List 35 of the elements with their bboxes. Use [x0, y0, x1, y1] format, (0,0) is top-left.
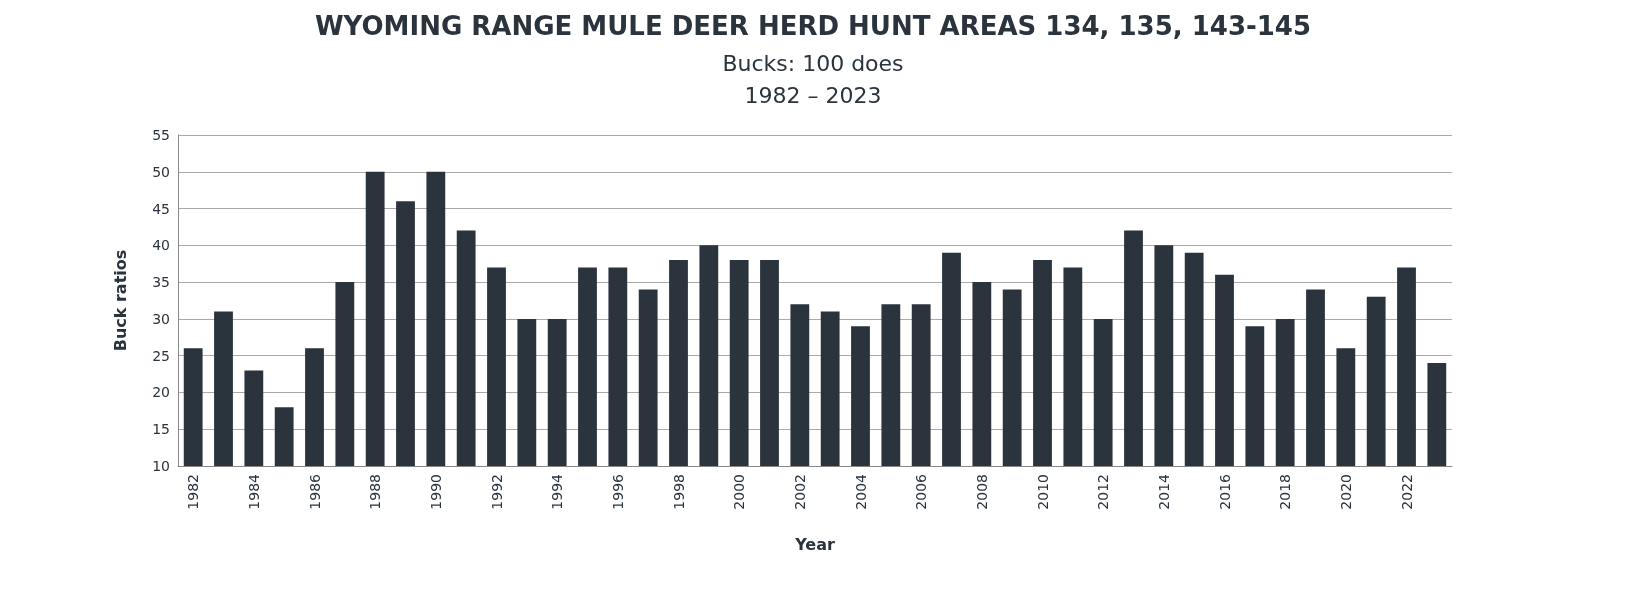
- x-tick-label: 2016: [1216, 473, 1233, 510]
- y-tick-label: 55: [152, 127, 170, 143]
- x-tick-label: 1988: [367, 474, 384, 510]
- x-tick-label: 1994: [549, 473, 566, 510]
- x-tick-label: 1982: [185, 474, 202, 510]
- y-tick-label: 20: [152, 384, 170, 401]
- x-tick-label: 2020: [1337, 474, 1354, 510]
- x-tick-label: 2022: [1398, 474, 1415, 510]
- x-tick-label: 2018: [1277, 474, 1294, 510]
- chart-title: WYOMING RANGE MULE DEER HERD HUNT AREAS 134, 135, 143-145: [314, 11, 1312, 41]
- y-tick-label: 10: [152, 458, 170, 474]
- y-tick-label: 15: [152, 421, 170, 438]
- x-tick-label: 2008: [973, 474, 990, 510]
- y-tick-label: 35: [152, 274, 170, 291]
- x-tick-label: 2012: [1095, 474, 1112, 510]
- y-tick-label: 50: [152, 163, 170, 180]
- x-tick-label: 2014: [1155, 473, 1172, 510]
- x-tick-label: 1996: [609, 473, 626, 510]
- x-tick-label: 1984: [245, 473, 262, 510]
- x-tick-label: 1990: [427, 474, 444, 510]
- x-tick-label: 2002: [791, 474, 808, 510]
- chart-subtitle: Bucks: 100 does 1982 – 2023: [722, 50, 904, 108]
- y-axis-title: Buck ratios: [110, 249, 130, 352]
- x-tick-label: 2000: [731, 474, 748, 510]
- x-tick-label: 1998: [670, 474, 687, 510]
- x-tick-label: 2004: [852, 473, 869, 510]
- x-tick-label: 1992: [488, 474, 505, 510]
- y-tick-label: 45: [152, 200, 170, 217]
- y-tick-label: 25: [152, 347, 170, 364]
- x-tick-label: 2006: [913, 473, 930, 510]
- x-tick-label: 1986: [306, 473, 323, 510]
- y-tick-label: 40: [152, 237, 170, 254]
- x-axis-title: Year: [794, 534, 835, 554]
- x-tick-label: 2010: [1034, 474, 1051, 510]
- y-tick-label: 30: [152, 310, 170, 327]
